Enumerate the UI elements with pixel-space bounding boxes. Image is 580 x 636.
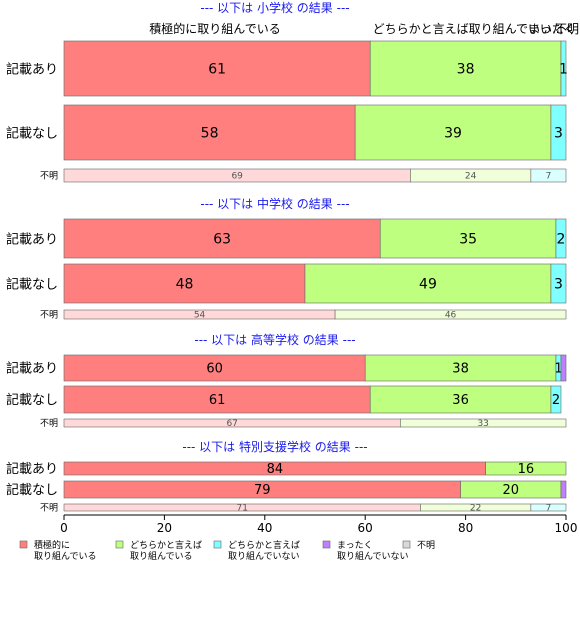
row-label: 記載なし [6, 392, 58, 408]
legend-label: 取り組んでいない [228, 550, 300, 562]
row-label: 記載あり [6, 361, 58, 377]
row-label: 記載なし [6, 482, 58, 498]
data-label: 38 [457, 62, 475, 78]
data-label: 58 [201, 126, 219, 142]
x-tick-label: 100 [555, 521, 578, 535]
bar-segment [400, 418, 567, 428]
bar-segment [550, 263, 567, 304]
bar-segment [63, 385, 371, 414]
bar-segment [379, 218, 557, 259]
data-label: 69 [231, 172, 243, 182]
data-label: 3 [554, 126, 563, 142]
bar-segment [530, 168, 567, 183]
data-label: 61 [208, 62, 226, 78]
top-label-unknown: 不明 [555, 22, 579, 36]
bar-segment [364, 354, 557, 382]
bar-segment [63, 104, 356, 161]
legend-swatch [213, 540, 222, 549]
data-label: 7 [546, 504, 552, 514]
top-label-somewhat: どちらかと言えば取り組んでいい... [373, 22, 564, 36]
bar-segment [555, 218, 567, 259]
legend-label: 積極的に [34, 539, 70, 551]
data-label: 46 [445, 311, 457, 321]
bar-segment [530, 503, 567, 512]
row-label: 記載なし [6, 126, 58, 142]
legend-label: 取り組んでいる [34, 550, 97, 562]
x-tick-label: 80 [458, 521, 473, 535]
data-label: 7 [546, 172, 552, 182]
bar-segment [304, 263, 552, 304]
bar-segment [63, 354, 366, 382]
x-tick-label: 60 [358, 521, 373, 535]
bar-segment [334, 309, 567, 320]
data-label: 61 [209, 393, 226, 408]
x-tick-label: 20 [157, 521, 172, 535]
row-label: 不明 [40, 310, 58, 321]
data-label: 39 [444, 126, 462, 142]
legend-label: まったく [337, 540, 373, 551]
data-label: 38 [452, 362, 469, 377]
row-label: 不明 [40, 503, 58, 514]
legend-label: 取り組んでいる [130, 550, 193, 562]
legend-swatch [402, 540, 411, 549]
data-label: 48 [176, 277, 194, 293]
data-label: 33 [477, 419, 488, 429]
legend-label: どちらかと言えば [130, 539, 202, 551]
bar-segment [485, 461, 567, 476]
bar-segment [550, 104, 567, 161]
data-label: 54 [194, 311, 206, 321]
legend-label: 不明 [417, 540, 435, 551]
data-label: 2 [552, 393, 560, 408]
data-label: 60 [206, 362, 223, 377]
bar-segment [560, 480, 567, 499]
data-label: 71 [236, 504, 247, 514]
data-label: 63 [213, 232, 231, 248]
data-label: 79 [254, 483, 271, 498]
row-label: 記載あり [6, 461, 58, 477]
data-label: 2 [557, 232, 566, 248]
panel-title: --- 以下は 特別支援学校 の結果 --- [182, 439, 367, 454]
data-label: 3 [554, 277, 563, 293]
bar-segment [63, 40, 371, 97]
data-label: 22 [470, 504, 481, 514]
data-label: 35 [459, 232, 477, 248]
row-label: 記載なし [6, 277, 58, 293]
bar-segment [560, 40, 567, 97]
bar-segment [63, 263, 306, 304]
row-label: 記載あり [6, 232, 58, 248]
top-label-none: まったく [528, 22, 576, 36]
legend-label: どちらかと言えば [228, 539, 300, 551]
top-label-active: 積極的に取り組んでいる [149, 21, 280, 36]
panel-title: --- 以下は 小学校 の結果 --- [200, 0, 349, 15]
data-label: 1 [554, 362, 562, 377]
x-tick-label: 0 [60, 521, 68, 535]
x-tick-label: 40 [257, 521, 272, 535]
row-label: 不明 [40, 418, 58, 429]
data-label: 49 [419, 277, 437, 293]
panel-title: --- 以下は 中学校 の結果 --- [200, 196, 349, 211]
row-label: 記載あり [6, 62, 58, 78]
data-label: 24 [465, 172, 477, 182]
row-label: 不明 [40, 171, 58, 182]
legend-swatch [322, 540, 331, 549]
data-label: 16 [518, 462, 535, 477]
legend-label: 取り組んでいない [337, 550, 409, 562]
bar-segment [354, 104, 552, 161]
legend-swatch [115, 540, 124, 549]
data-label: 36 [452, 393, 469, 408]
bar-segment [560, 354, 567, 382]
legend-swatch [19, 540, 28, 549]
panel-title: --- 以下は 高等学校 の結果 --- [194, 332, 355, 347]
data-label: 20 [503, 483, 520, 498]
bar-segment [369, 385, 552, 414]
bar-segment [550, 385, 562, 414]
data-label: 67 [226, 419, 237, 429]
data-label: 84 [267, 462, 284, 477]
data-label: 1 [559, 62, 568, 78]
